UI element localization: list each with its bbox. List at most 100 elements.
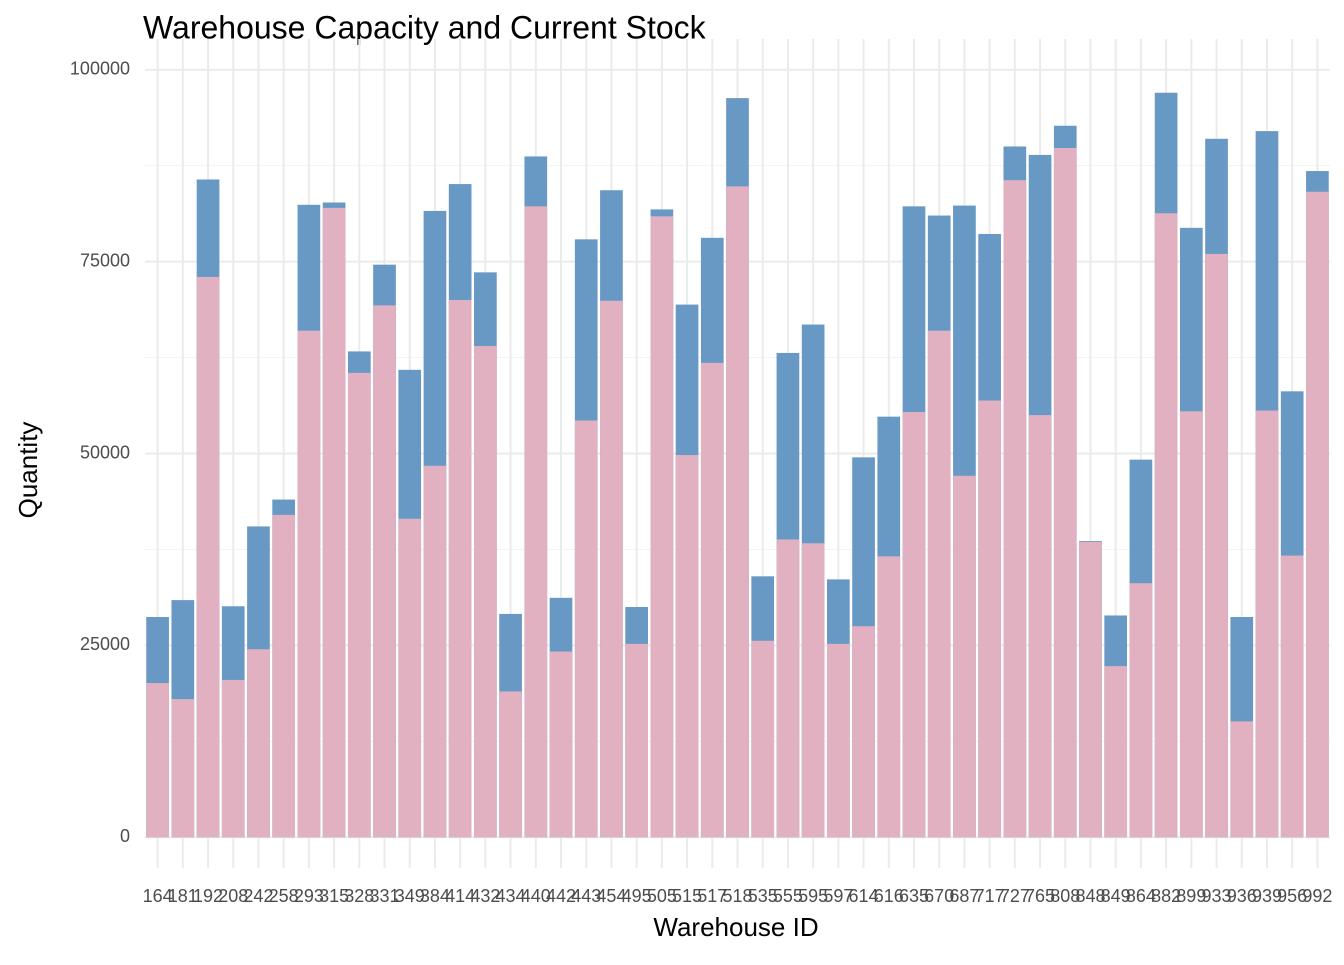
- x-tick-label: 717: [975, 886, 1005, 906]
- bar: [247, 649, 270, 838]
- x-tick-label: 555: [773, 886, 803, 906]
- x-tick-label: 614: [849, 886, 879, 906]
- x-tick-label: 933: [1202, 886, 1232, 906]
- y-axis-label: Quantity: [13, 422, 43, 519]
- x-tick-label: 939: [1252, 886, 1282, 906]
- x-tick-label: 956: [1277, 886, 1307, 906]
- x-tick-label: 515: [672, 886, 702, 906]
- bar: [776, 539, 800, 838]
- bar: [221, 679, 245, 838]
- x-tick-label: 670: [924, 886, 954, 906]
- x-tick-label: 192: [193, 886, 223, 906]
- x-tick-label: 349: [395, 886, 425, 906]
- y-tick-label: 100000: [70, 58, 130, 78]
- x-tick-label: 518: [722, 886, 752, 906]
- x-tick-label: 687: [949, 886, 979, 906]
- x-tick-label: 331: [369, 886, 399, 906]
- bar: [322, 207, 346, 838]
- x-tick-label: 440: [521, 886, 551, 906]
- x-tick-label: 293: [294, 886, 324, 906]
- y-tick-label: 0: [120, 826, 130, 846]
- x-tick-label: 848: [1075, 886, 1105, 906]
- x-tick-label: 899: [1176, 886, 1206, 906]
- x-tick-label: 384: [420, 886, 450, 906]
- bar: [1280, 555, 1304, 838]
- bar: [297, 330, 321, 838]
- bar: [1255, 410, 1279, 838]
- bar: [625, 643, 648, 838]
- bar: [499, 691, 522, 838]
- y-tick-label: 50000: [80, 442, 130, 462]
- bar: [1053, 147, 1077, 838]
- x-tick-label: 495: [622, 886, 652, 906]
- bar: [1104, 666, 1128, 838]
- x-tick-label: 992: [1302, 886, 1332, 906]
- bar: [675, 455, 699, 838]
- x-tick-label: 864: [1126, 886, 1156, 906]
- bar: [953, 475, 976, 838]
- x-tick-label: 434: [496, 886, 526, 906]
- bar: [1003, 180, 1027, 838]
- x-tick-label: 535: [748, 886, 778, 906]
- x-tick-label: 849: [1101, 886, 1131, 906]
- bar: [171, 699, 195, 838]
- bar: [1154, 213, 1178, 838]
- bar: [978, 400, 1001, 838]
- x-tick-label: 616: [874, 886, 904, 906]
- bar: [902, 412, 926, 838]
- bar: [650, 216, 674, 838]
- bar: [1205, 253, 1228, 838]
- x-axis-label: Warehouse ID: [653, 912, 818, 942]
- bar: [1129, 583, 1153, 838]
- x-tick-label: 414: [445, 886, 475, 906]
- x-tick-label: 727: [1000, 886, 1030, 906]
- y-tick-label: 75000: [80, 250, 130, 270]
- bar: [398, 518, 422, 838]
- bar: [852, 626, 875, 838]
- x-tick-label: 432: [470, 886, 500, 906]
- bar: [751, 640, 775, 838]
- x-tick-label: 882: [1151, 886, 1181, 906]
- bar: [272, 514, 296, 838]
- bar: [373, 305, 396, 838]
- x-tick-label: 765: [1025, 886, 1055, 906]
- x-tick-label: 258: [269, 886, 299, 906]
- bar: [726, 186, 749, 838]
- bar: [927, 330, 951, 838]
- bar: [448, 299, 472, 838]
- bar: [1179, 411, 1203, 838]
- bar: [347, 372, 371, 838]
- chart-title: Warehouse Capacity and Current Stock: [143, 9, 707, 45]
- bar: [1028, 415, 1052, 838]
- x-tick-label: 208: [218, 886, 248, 906]
- x-tick-label: 443: [571, 886, 601, 906]
- bar: [827, 643, 850, 838]
- x-tick-label: 517: [697, 886, 727, 906]
- bar: [146, 683, 169, 838]
- x-tick-label: 936: [1227, 886, 1257, 906]
- x-tick-label: 597: [823, 886, 853, 906]
- bar: [474, 346, 497, 838]
- bar: [1079, 541, 1102, 838]
- x-tick-label: 328: [344, 886, 374, 906]
- x-tick-label: 442: [546, 886, 576, 906]
- bar: [801, 543, 825, 838]
- bar: [600, 300, 623, 838]
- x-tick-label: 164: [143, 886, 173, 906]
- bar: [700, 362, 724, 838]
- bar: [574, 420, 598, 838]
- y-tick-label: 25000: [80, 634, 130, 654]
- x-tick-label: 505: [647, 886, 677, 906]
- x-tick-label: 315: [319, 886, 349, 906]
- x-tick-label: 595: [798, 886, 828, 906]
- bar: [524, 206, 548, 838]
- bar: [877, 556, 901, 838]
- bar: [549, 651, 573, 838]
- bar: [196, 276, 220, 838]
- x-tick-label: 808: [1050, 886, 1080, 906]
- x-tick-label: 242: [243, 886, 273, 906]
- x-tick-label: 635: [899, 886, 929, 906]
- x-tick-label: 454: [596, 886, 626, 906]
- x-tick-label: 181: [168, 886, 198, 906]
